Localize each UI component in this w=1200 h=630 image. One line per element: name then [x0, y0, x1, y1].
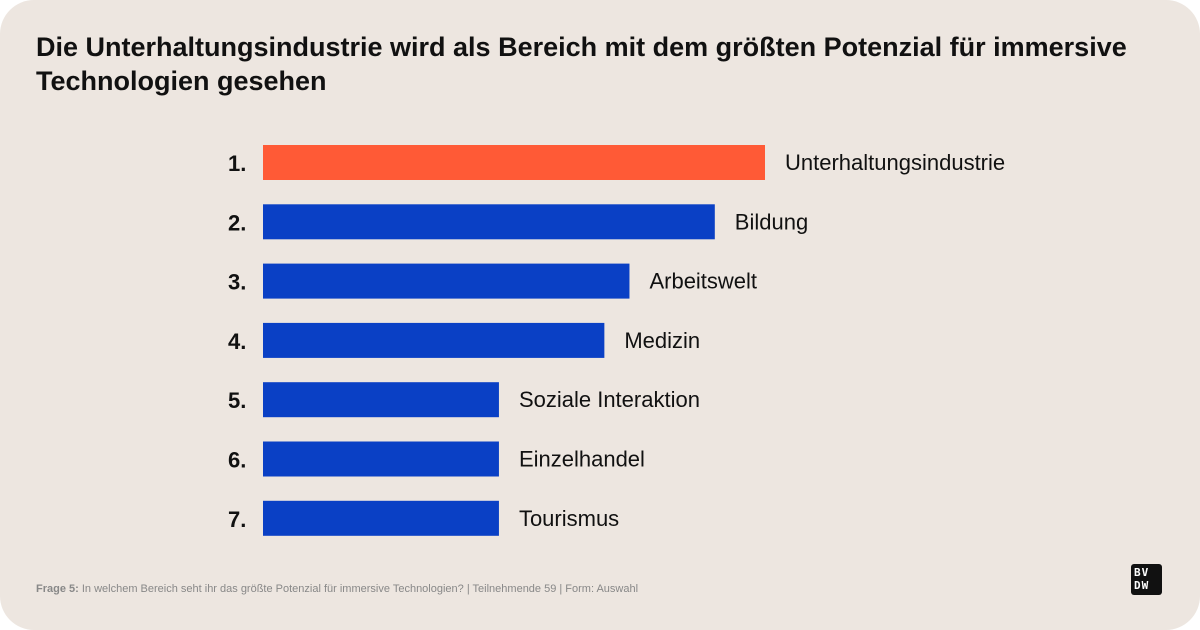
category-label: Arbeitswelt	[649, 269, 757, 294]
bar-1	[263, 145, 765, 180]
category-label: Soziale Interaktion	[519, 387, 700, 412]
bvdw-logo: BV DW	[1131, 564, 1162, 595]
bar-4	[263, 322, 605, 358]
bar-2	[263, 204, 715, 240]
footer-text: In welchem Bereich seht ihr das größte P…	[78, 583, 639, 595]
chart-title: Die Unterhaltungsindustrie wird als Bere…	[36, 32, 1127, 96]
category-label: Unterhaltungsindustrie	[785, 150, 1005, 175]
rank-label: 4.	[228, 329, 246, 354]
bar-3	[263, 263, 630, 299]
rank-label: 3.	[228, 270, 246, 295]
rank-label: 7.	[228, 507, 246, 532]
bar-6	[263, 441, 499, 477]
category-label: Bildung	[735, 209, 808, 234]
rank-label: 1.	[228, 151, 246, 176]
category-label: Tourismus	[519, 506, 619, 531]
footer-label: Frage 5:	[36, 583, 79, 595]
rank-label: 2.	[228, 210, 246, 235]
bar-5	[263, 382, 499, 418]
rank-label: 5.	[228, 388, 246, 413]
category-label: Medizin	[624, 328, 700, 353]
footer-note: Frage 5: In welchem Bereich seht ihr das…	[36, 583, 638, 595]
rank-label: 6.	[228, 448, 246, 473]
category-label: Einzelhandel	[519, 447, 645, 472]
bar-7	[263, 500, 499, 536]
